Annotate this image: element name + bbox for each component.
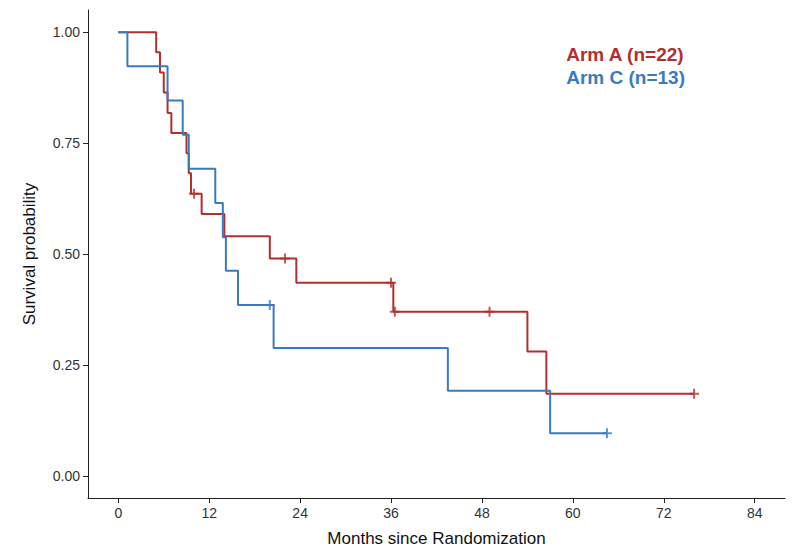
svg-text:Survival probability: Survival probability [20, 182, 39, 325]
svg-text:36: 36 [383, 505, 399, 521]
svg-text:1.00: 1.00 [53, 24, 80, 40]
svg-text:24: 24 [292, 505, 308, 521]
svg-text:Arm C (n=13): Arm C (n=13) [566, 67, 685, 88]
svg-text:0.75: 0.75 [53, 135, 80, 151]
svg-text:0.25: 0.25 [53, 357, 80, 373]
svg-text:84: 84 [747, 505, 763, 521]
svg-text:12: 12 [201, 505, 217, 521]
svg-text:60: 60 [565, 505, 581, 521]
svg-text:Arm A (n=22): Arm A (n=22) [566, 44, 683, 65]
svg-text:Months since Randomization: Months since Randomization [327, 529, 545, 548]
svg-text:0.00: 0.00 [53, 468, 80, 484]
svg-text:0: 0 [114, 505, 122, 521]
svg-text:72: 72 [656, 505, 672, 521]
svg-text:0.50: 0.50 [53, 246, 80, 262]
svg-text:48: 48 [474, 505, 490, 521]
